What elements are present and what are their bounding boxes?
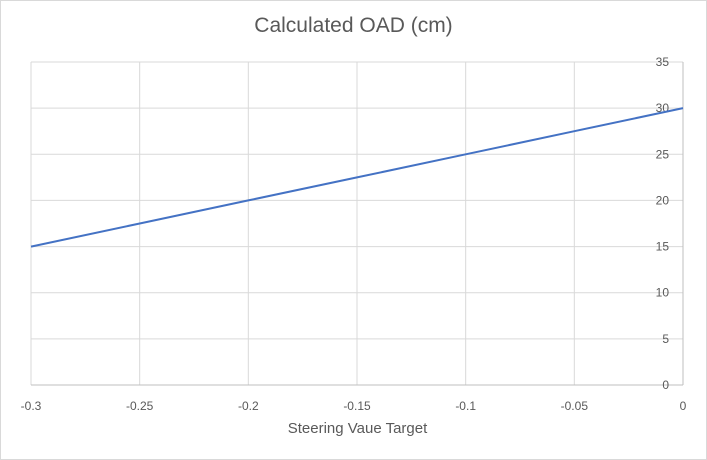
- y-tick-label: 35: [656, 55, 670, 69]
- x-tick-label: -0.2: [238, 399, 259, 413]
- x-tick-label: -0.15: [343, 399, 371, 413]
- x-tick-label: 0: [680, 399, 687, 413]
- chart-title: Calculated OAD (cm): [254, 14, 453, 37]
- x-tick-label: -0.05: [561, 399, 589, 413]
- x-tick-label: -0.25: [126, 399, 154, 413]
- y-tick-label: 20: [656, 193, 670, 207]
- x-tick-label: -0.3: [21, 399, 42, 413]
- y-tick-label: 5: [662, 332, 669, 346]
- y-tick-label: 25: [656, 147, 670, 161]
- x-tick-label: -0.1: [455, 399, 476, 413]
- x-axis-title: Steering Vaue Target: [287, 420, 428, 437]
- series-line: [30, 107, 684, 248]
- y-tick-label: 10: [656, 286, 670, 300]
- y-tick-label: 15: [656, 240, 670, 254]
- y-tick-label: 0: [662, 378, 669, 392]
